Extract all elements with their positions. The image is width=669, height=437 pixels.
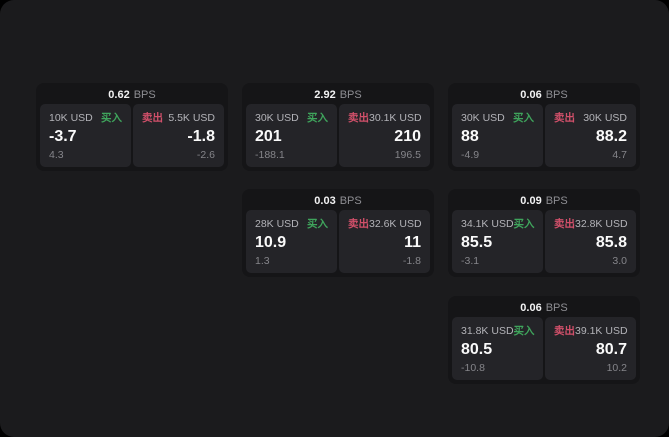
buy-delta: -4.9	[461, 149, 480, 161]
buy-side-label: 买入	[513, 218, 535, 230]
buy-notional: 10K USD	[49, 112, 93, 124]
buy-price: 88	[461, 128, 479, 145]
bps-unit-label: BPS	[545, 302, 568, 314]
bps-value: 2.92	[314, 89, 336, 101]
bps-value: 0.06	[520, 89, 542, 101]
sell-price: -1.8	[187, 128, 215, 145]
buy-side-label: 买入	[307, 112, 328, 124]
sell-side-label: 卖出	[554, 112, 575, 124]
buy-notional: 28K USD	[255, 218, 299, 230]
sell-quote[interactable]: 卖出 30K USD 88.2 4.7	[545, 104, 636, 167]
bps-header: 0.62 BPS	[40, 87, 224, 104]
buy-delta: -188.1	[255, 149, 285, 161]
sell-price: 80.7	[595, 341, 627, 358]
buy-side-label: 买入	[307, 218, 328, 230]
bps-header: 0.06 BPS	[452, 300, 636, 317]
quote-card[interactable]: 0.06 BPS 30K USD 买入 88 -4.9 卖出 30K USD 8…	[448, 83, 640, 171]
sell-delta: 196.5	[394, 149, 421, 161]
buy-notional: 30K USD	[255, 112, 299, 124]
bps-unit-label: BPS	[339, 89, 362, 101]
bps-value: 0.03	[314, 195, 336, 207]
buy-notional: 31.8K USD	[461, 325, 514, 337]
bps-header: 0.03 BPS	[246, 193, 430, 210]
buy-price: 10.9	[255, 234, 287, 251]
sell-notional: 39.1K USD	[575, 325, 628, 337]
buy-side-label: 买入	[513, 112, 534, 124]
bps-unit-label: BPS	[545, 195, 568, 207]
buy-price: 85.5	[461, 234, 493, 251]
buy-quote[interactable]: 30K USD 买入 88 -4.9	[452, 104, 543, 167]
buy-quote[interactable]: 34.1K USD 买入 85.5 -3.1	[452, 210, 543, 273]
sell-delta: 3.0	[612, 255, 627, 267]
sell-quote[interactable]: 卖出 32.8K USD 85.8 3.0	[545, 210, 636, 273]
sell-price: 210	[394, 128, 421, 145]
bps-value: 0.09	[520, 195, 542, 207]
sell-quote[interactable]: 卖出 5.5K USD -1.8 -2.6	[133, 104, 224, 167]
sell-price: 88.2	[595, 128, 627, 145]
sell-side-label: 卖出	[554, 325, 575, 337]
buy-delta: -10.8	[461, 362, 485, 374]
quote-card[interactable]: 0.06 BPS 31.8K USD 买入 80.5 -10.8 卖出 39.1…	[448, 296, 640, 384]
sell-quote[interactable]: 卖出 39.1K USD 80.7 10.2	[545, 317, 636, 380]
sell-notional: 32.6K USD	[369, 218, 422, 230]
sell-quote[interactable]: 卖出 30.1K USD 210 196.5	[339, 104, 430, 167]
buy-delta: 4.3	[49, 149, 64, 161]
sell-side-label: 卖出	[142, 112, 163, 124]
sell-delta: -1.8	[402, 255, 421, 267]
bps-value: 0.06	[520, 302, 542, 314]
sell-delta: 10.2	[606, 362, 627, 374]
bps-header: 2.92 BPS	[246, 87, 430, 104]
bps-header: 0.09 BPS	[452, 193, 636, 210]
sell-delta: 4.7	[612, 149, 627, 161]
bps-unit-label: BPS	[339, 195, 362, 207]
quote-card[interactable]: 0.03 BPS 28K USD 买入 10.9 1.3 卖出 32.6K US…	[242, 189, 434, 277]
sell-price: 85.8	[595, 234, 627, 251]
buy-price: 201	[255, 128, 282, 145]
bps-header: 0.06 BPS	[452, 87, 636, 104]
sell-notional: 30K USD	[583, 112, 627, 124]
buy-notional: 34.1K USD	[461, 218, 514, 230]
sell-quote[interactable]: 卖出 32.6K USD 11 -1.8	[339, 210, 430, 273]
quote-card[interactable]: 0.09 BPS 34.1K USD 买入 85.5 -3.1 卖出 32.8K…	[448, 189, 640, 277]
bps-unit-label: BPS	[545, 89, 568, 101]
sell-delta: -2.6	[196, 149, 215, 161]
buy-price: -3.7	[49, 128, 77, 145]
sell-side-label: 卖出	[348, 112, 369, 124]
buy-notional: 30K USD	[461, 112, 505, 124]
buy-quote[interactable]: 10K USD 买入 -3.7 4.3	[40, 104, 131, 167]
sell-side-label: 卖出	[348, 218, 369, 230]
quote-card[interactable]: 0.62 BPS 10K USD 买入 -3.7 4.3 卖出 5.5K USD…	[36, 83, 228, 171]
bps-value: 0.62	[108, 89, 130, 101]
buy-quote[interactable]: 30K USD 买入 201 -188.1	[246, 104, 337, 167]
sell-notional: 30.1K USD	[369, 112, 422, 124]
bps-unit-label: BPS	[133, 89, 156, 101]
buy-price: 80.5	[461, 341, 493, 358]
sell-notional: 5.5K USD	[168, 112, 215, 124]
sell-side-label: 卖出	[554, 218, 575, 230]
buy-delta: 1.3	[255, 255, 270, 267]
sell-notional: 32.8K USD	[575, 218, 628, 230]
buy-side-label: 买入	[513, 325, 535, 337]
buy-quote[interactable]: 31.8K USD 买入 80.5 -10.8	[452, 317, 543, 380]
quote-card[interactable]: 2.92 BPS 30K USD 买入 201 -188.1 卖出 30.1K …	[242, 83, 434, 171]
sell-price: 11	[404, 234, 421, 251]
buy-quote[interactable]: 28K USD 买入 10.9 1.3	[246, 210, 337, 273]
buy-side-label: 买入	[101, 112, 122, 124]
buy-delta: -3.1	[461, 255, 480, 267]
